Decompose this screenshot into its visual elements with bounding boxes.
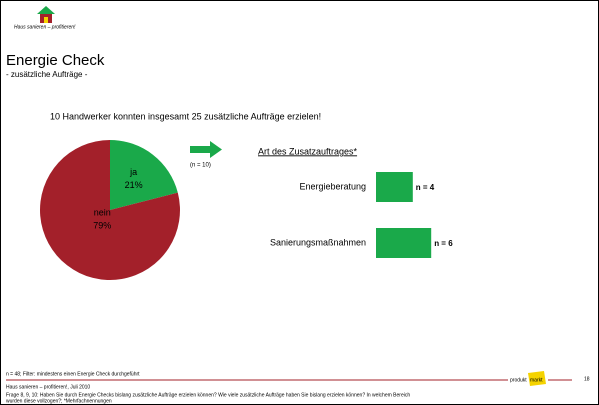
footer-filter: n = 48; Filter: mindestens einen Energie… [6,371,140,377]
footer-question: wurden diese vollzogen?; *Mehrfachnennun… [6,398,112,404]
brand-mark [528,371,546,386]
logo-text: Haus sanieren – profitieren! [14,24,76,30]
slice-label: nein [94,207,111,217]
slice-value: 79% [93,220,111,230]
footer-question: Frage 8, 9, 10: Haben Sie durch Energie … [6,392,410,398]
headline: 10 Handwerker konnten insgesamt 25 zusät… [50,111,321,121]
arrow [190,141,222,158]
arrow-note: (n = 10) [190,163,211,169]
pie-slice [110,140,178,210]
pie-slice [40,140,181,280]
page-number: 18 [584,376,590,382]
bar [376,228,432,258]
bar [376,172,413,202]
brand-1: produkt [510,377,527,383]
slice-value: 21% [125,180,143,190]
brand-2: markt [530,377,543,383]
bar-category: Sanierungsmaßnahmen [270,237,366,247]
footer-source: Haus sanieren – profitieren!, Juli 2010 [6,384,90,390]
logo-icon [37,6,55,23]
subtitle: - zusätzliche Aufträge - [6,70,88,79]
bar-value: n = 4 [416,183,435,192]
bar-category: Energieberatung [299,181,366,191]
slice-label: ja [129,167,137,177]
bar-value: n = 6 [434,239,453,248]
bar-title: Art des Zusatzauftrages* [258,146,358,156]
title: Energie Check [6,52,105,69]
